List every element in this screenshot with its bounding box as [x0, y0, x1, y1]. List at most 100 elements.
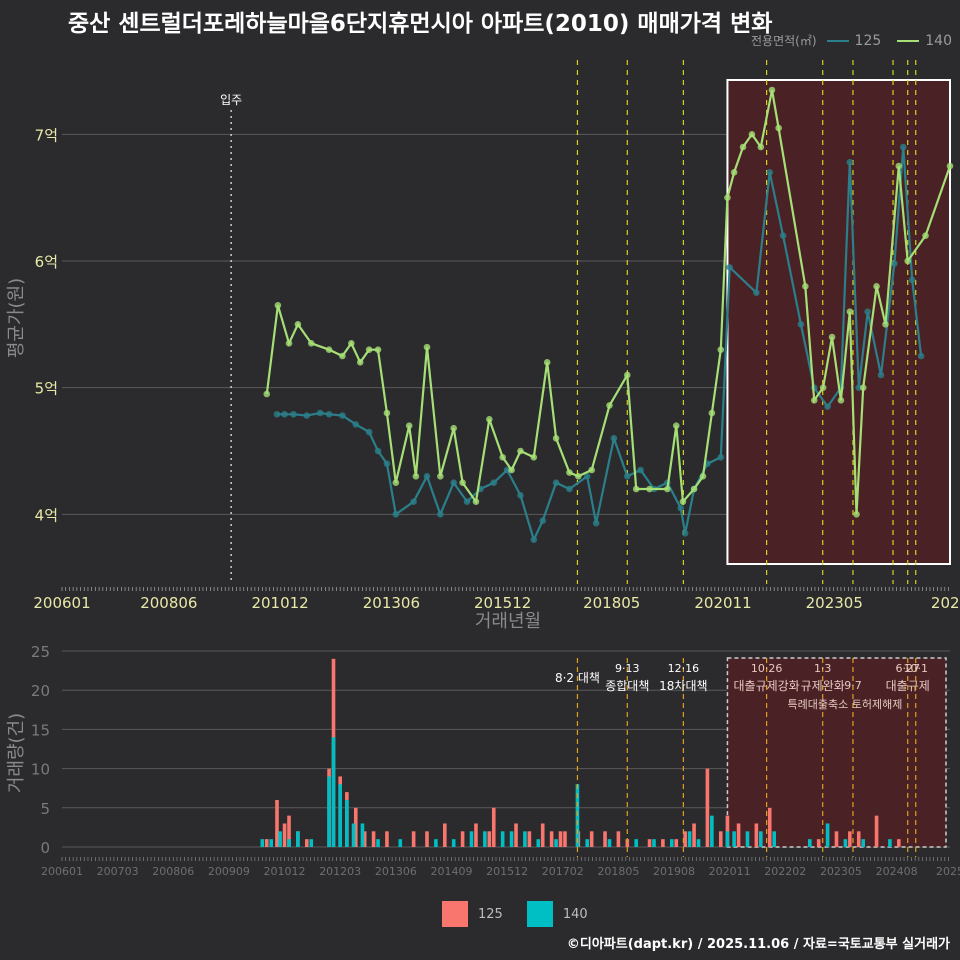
series-point-140 — [739, 143, 747, 151]
series-point-140 — [374, 346, 382, 353]
series-point-140 — [775, 124, 782, 132]
series-point-125 — [592, 519, 600, 527]
bar-legend-swatch-125 — [442, 901, 468, 927]
series-point-140 — [307, 340, 315, 347]
chart-title: 중산 센트럴더포레하늘마을6단지휴먼시아 아파트(2010) 매매가격 변화 — [68, 11, 773, 37]
legend-swatch-125 — [826, 39, 849, 42]
policy-name: 18차대책 — [659, 678, 707, 693]
series-point-140 — [588, 466, 595, 474]
volume-bar-125 — [514, 823, 518, 847]
volume-bar-125 — [705, 768, 710, 847]
volume-bar-140 — [278, 831, 282, 847]
price-x-tick-label: 200806 — [140, 594, 197, 612]
series-point-125 — [383, 460, 391, 467]
series-point-140 — [543, 359, 551, 366]
volume-bar-125 — [856, 831, 861, 847]
volume-x-tick-label: 2025 — [936, 865, 960, 878]
policy-date: 10·1 — [903, 662, 928, 675]
series-point-125 — [766, 169, 774, 176]
volume-bar-125 — [816, 839, 821, 847]
series-point-140 — [499, 454, 506, 461]
series-point-125 — [316, 409, 324, 417]
series-point-125 — [365, 428, 373, 436]
highlight-region — [726, 79, 951, 565]
series-point-140 — [623, 371, 631, 379]
series-point-140 — [575, 473, 582, 480]
series-point-125 — [917, 352, 925, 360]
volume-x-tick-label: 200806 — [152, 865, 194, 878]
series-point-140 — [828, 333, 836, 341]
volume-bar-125 — [683, 831, 687, 847]
volume-bar-140 — [888, 839, 892, 847]
series-point-140 — [325, 346, 333, 353]
series-point-140 — [664, 485, 671, 493]
series-point-125 — [566, 485, 573, 493]
series-point-140 — [294, 321, 302, 328]
price-x-tick-label: 201306 — [363, 594, 420, 612]
price-y-tick-label: 6억 — [35, 253, 58, 271]
volume-x-tick-label: 202011 — [709, 865, 751, 878]
series-point-140 — [846, 308, 854, 315]
series-point-125 — [281, 410, 288, 418]
volume-y-tick-label: 20 — [31, 682, 50, 700]
series-point-140 — [837, 397, 845, 404]
volume-bar-125 — [474, 823, 478, 847]
series-point-140 — [472, 498, 480, 505]
price-x-tick-label: 202011 — [694, 594, 751, 612]
series-point-140 — [392, 479, 400, 486]
series-point-140 — [405, 422, 413, 429]
volume-bar-140 — [732, 831, 736, 847]
series-point-125 — [677, 504, 685, 512]
volume-bar-140 — [554, 839, 558, 847]
series-point-125 — [908, 276, 916, 284]
volume-x-tick-label: 200601 — [41, 865, 83, 878]
area-legend: 전용면적(㎡) 125 140 — [751, 32, 952, 49]
volume-y-tick-label: 10 — [31, 761, 50, 779]
policy-date: 1·3 — [814, 662, 832, 675]
series-point-140 — [690, 485, 698, 493]
price-y-axis-title: 평균가(원) — [6, 278, 27, 358]
volume-bar-140 — [351, 823, 356, 847]
series-point-140 — [882, 321, 889, 328]
series-point-140 — [552, 435, 560, 442]
series-point-125 — [410, 498, 417, 505]
volume-x-tick-label: 201908 — [653, 865, 695, 878]
series-point-125 — [352, 421, 360, 428]
policy-name: 대출규제강화 — [733, 679, 799, 693]
series-point-125 — [437, 511, 444, 518]
series-point-140 — [274, 302, 282, 309]
policy-name: 규제완화 — [801, 679, 845, 693]
series-point-125 — [423, 473, 431, 480]
series-point-125 — [610, 435, 618, 442]
series-point-125 — [552, 479, 560, 486]
series-point-140 — [348, 340, 355, 347]
volume-y-axis-title: 거래량(건) — [6, 713, 27, 793]
series-point-125 — [623, 473, 631, 480]
volume-bar-140 — [585, 839, 590, 847]
volume-bar-140 — [696, 839, 701, 847]
volume-bar-140 — [500, 831, 505, 847]
policy-name: 종합대책 — [605, 678, 649, 693]
volume-x-tick-label: 201805 — [597, 865, 639, 878]
policy-date: 10·26 — [751, 662, 783, 675]
volume-bar-125 — [385, 831, 389, 847]
legend-swatch-140 — [897, 39, 920, 42]
volume-y-tick-label: 5 — [40, 800, 50, 818]
series-point-140 — [672, 422, 680, 429]
volume-bar-125 — [674, 839, 679, 847]
policy-date: 6·27 — [895, 662, 920, 675]
volume-bar-140 — [260, 839, 265, 847]
series-point-140 — [810, 397, 818, 404]
price-x-tick-label: 202305 — [806, 594, 863, 612]
volume-bar-140 — [687, 831, 692, 847]
volume-x-tick-label: 201512 — [486, 865, 528, 878]
volume-bar-140 — [523, 831, 527, 847]
series-point-140 — [717, 346, 725, 353]
price-x-tick-label: 201805 — [583, 594, 640, 612]
series-point-140 — [437, 473, 444, 480]
volume-bar-125 — [589, 831, 594, 847]
volume-bar-125 — [362, 831, 367, 847]
volume-bar-140 — [331, 737, 336, 847]
series-point-140 — [486, 416, 493, 423]
